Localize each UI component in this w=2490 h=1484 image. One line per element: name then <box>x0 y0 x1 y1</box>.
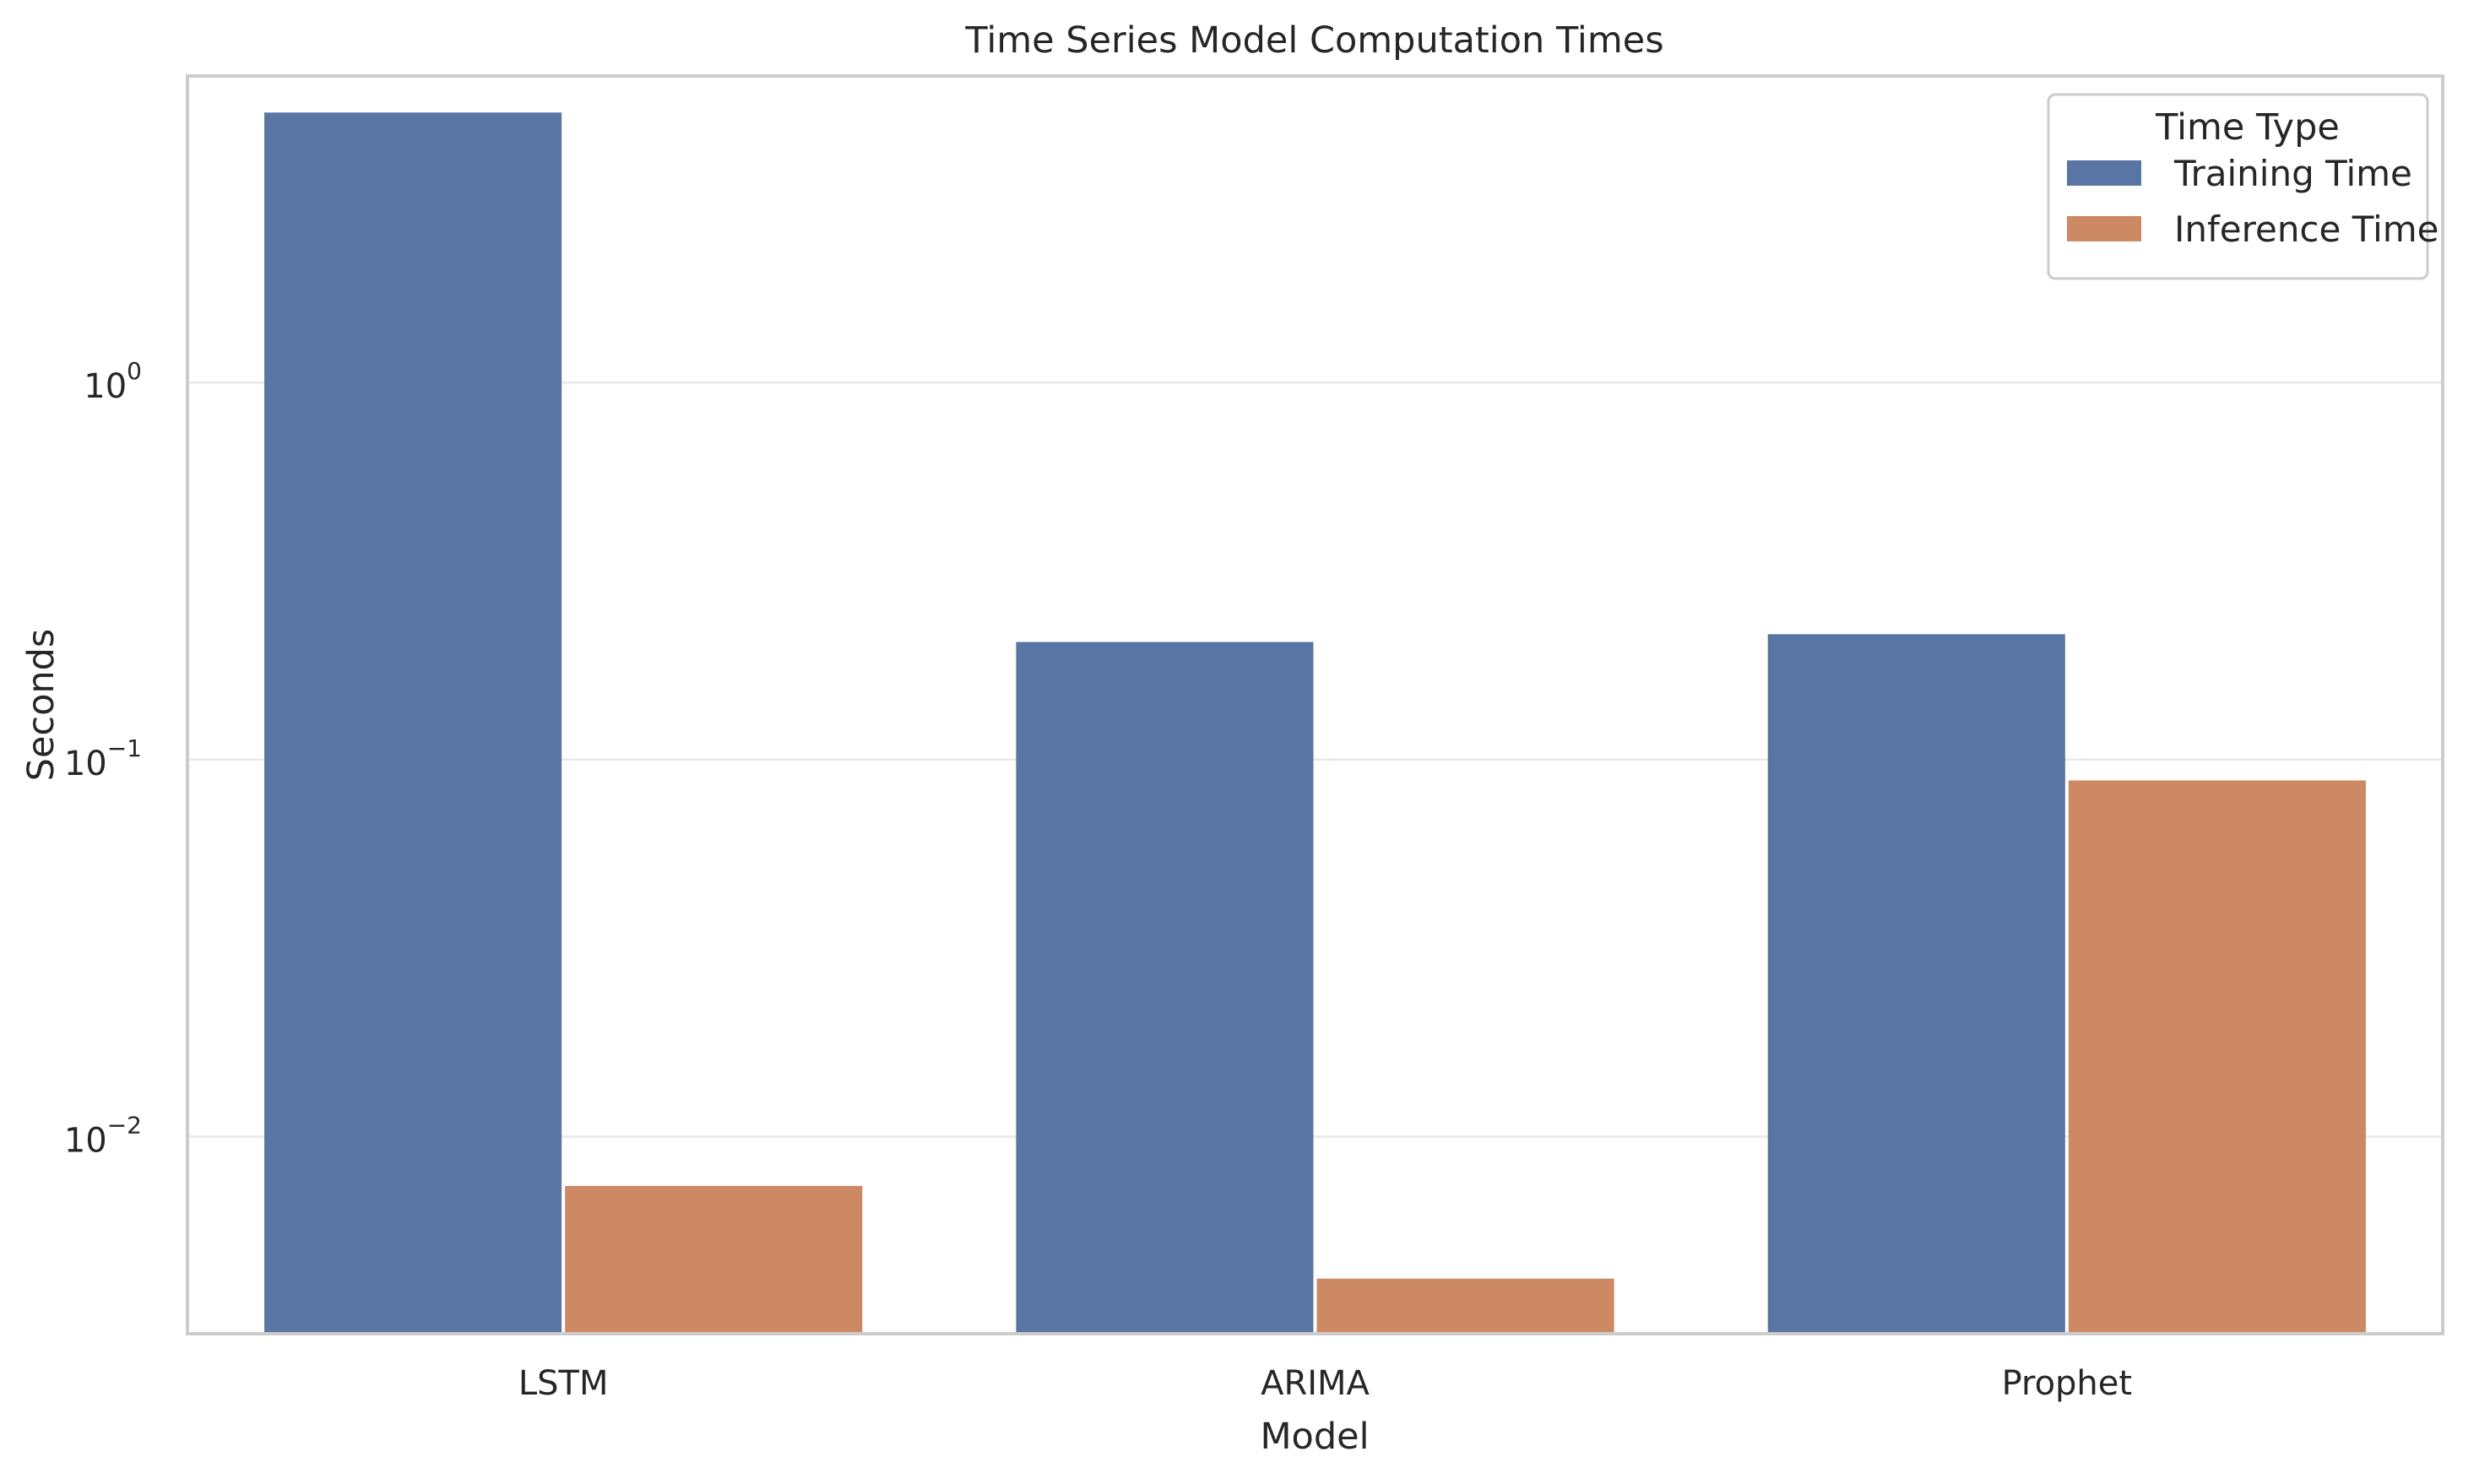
bar-arima-training <box>1016 642 1314 1334</box>
legend-label: Training Time <box>2173 153 2412 194</box>
x-tick-label: Prophet <box>2002 1364 2133 1403</box>
bar-arima-inference <box>1316 1278 1614 1334</box>
legend-swatch <box>2067 216 2141 241</box>
legend-box <box>2047 93 2429 280</box>
legend: Time Type Training Time Inference Time <box>2047 93 2439 280</box>
x-axis-ticks: LSTM ARIMA Prophet <box>518 1364 2132 1403</box>
bar-prophet-inference <box>2068 780 2366 1334</box>
y-axis-label: Seconds <box>20 629 62 782</box>
grid-lines <box>187 381 2443 1138</box>
plot-frame <box>186 74 2444 1335</box>
x-axis-label: Model <box>1260 1416 1369 1458</box>
legend-items: Training Time Inference Time <box>2067 153 2439 250</box>
x-tick-label: ARIMA <box>1261 1364 1370 1403</box>
bar-lstm-inference <box>565 1185 863 1334</box>
y-axis-ticks: 100 10−1 10−2 <box>64 357 142 1160</box>
y-tick-label: 10−2 <box>64 1111 142 1160</box>
bar-prophet-training <box>1767 634 2065 1334</box>
y-tick-label: 10−1 <box>64 734 142 783</box>
chart-title: Time Series Model Computation Times <box>964 19 1663 62</box>
bars <box>264 112 2366 1334</box>
legend-title: Time Type <box>2155 106 2340 149</box>
y-tick-label: 100 <box>84 357 142 406</box>
legend-swatch <box>2067 160 2141 186</box>
x-tick-label: LSTM <box>518 1364 609 1403</box>
legend-label: Inference Time <box>2174 209 2439 250</box>
bar-lstm-training <box>264 112 562 1334</box>
